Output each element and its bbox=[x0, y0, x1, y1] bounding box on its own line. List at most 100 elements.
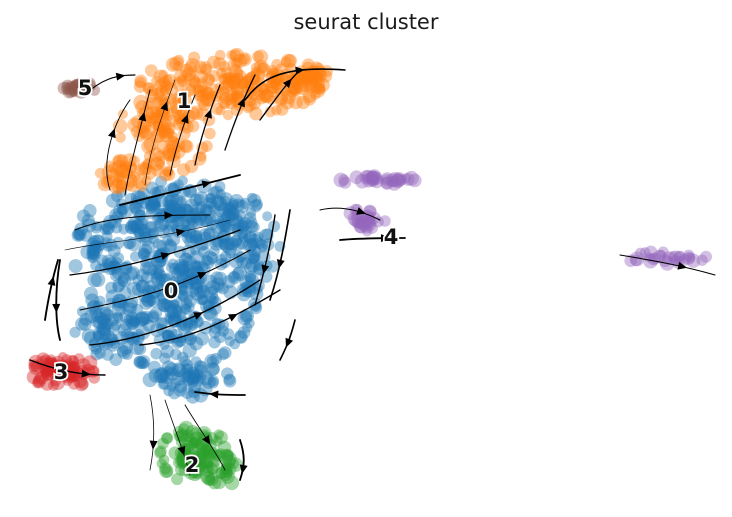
point-cloud bbox=[26, 47, 712, 491]
cell-point-cluster-0 bbox=[245, 273, 256, 284]
cell-point-cluster-0 bbox=[235, 236, 249, 250]
cell-point-cluster-2 bbox=[176, 453, 191, 467]
cell-point-cluster-1 bbox=[281, 89, 296, 105]
cell-point-cluster-3 bbox=[33, 374, 46, 387]
cell-point-cluster-1 bbox=[152, 96, 164, 108]
cell-point-cluster-0 bbox=[92, 331, 104, 342]
cell-point-cluster-0 bbox=[161, 235, 173, 247]
velocity-streamline bbox=[164, 399, 191, 476]
cell-point-cluster-0 bbox=[130, 219, 144, 233]
cell-point-cluster-0 bbox=[237, 220, 248, 231]
cell-point-cluster-4 bbox=[360, 211, 375, 226]
cell-point-cluster-1 bbox=[183, 61, 197, 76]
cell-point-cluster-1 bbox=[170, 103, 183, 115]
cell-point-cluster-0 bbox=[225, 237, 239, 251]
cell-point-cluster-1 bbox=[230, 85, 245, 100]
cell-point-cluster-0 bbox=[126, 332, 140, 346]
cell-point-cluster-0 bbox=[175, 260, 191, 275]
cell-point-cluster-4 bbox=[362, 174, 375, 188]
cell-point-cluster-1 bbox=[315, 77, 330, 93]
cell-point-cluster-0 bbox=[138, 224, 151, 237]
velocity-streamline bbox=[224, 74, 256, 151]
cell-point-cluster-1 bbox=[227, 74, 242, 90]
cell-point-cluster-1 bbox=[192, 84, 204, 95]
cell-point-cluster-2 bbox=[182, 429, 195, 442]
cell-point-cluster-0 bbox=[85, 293, 100, 308]
cell-point-cluster-4 bbox=[358, 219, 372, 232]
cell-point-cluster-1 bbox=[185, 58, 200, 73]
cell-point-cluster-1 bbox=[122, 153, 137, 168]
cell-point-cluster-0 bbox=[171, 371, 187, 386]
velocity-arrowhead bbox=[149, 440, 158, 450]
cell-point-cluster-0 bbox=[134, 229, 147, 243]
cell-point-cluster-1 bbox=[171, 107, 182, 118]
cell-point-cluster-0 bbox=[181, 232, 194, 244]
cell-point-cluster-0 bbox=[227, 211, 243, 227]
cell-point-cluster-0 bbox=[134, 312, 149, 327]
cell-point-cluster-0 bbox=[147, 196, 161, 210]
cell-point-cluster-1 bbox=[255, 93, 267, 105]
cell-point-cluster-0 bbox=[218, 220, 230, 232]
cell-point-cluster-0 bbox=[148, 360, 161, 374]
cell-point-cluster-3 bbox=[58, 359, 69, 371]
cell-point-cluster-1 bbox=[177, 163, 191, 177]
cell-point-cluster-0 bbox=[137, 248, 150, 261]
cell-point-cluster-0 bbox=[168, 386, 181, 400]
cell-point-cluster-0 bbox=[207, 375, 219, 387]
cell-point-cluster-1 bbox=[311, 71, 324, 84]
cell-point-cluster-0 bbox=[161, 360, 177, 376]
cell-point-cluster-0 bbox=[171, 214, 185, 228]
cell-point-cluster-0 bbox=[197, 238, 210, 251]
cell-point-cluster-0 bbox=[134, 219, 146, 230]
cell-point-cluster-1 bbox=[161, 108, 175, 122]
cell-point-cluster-0 bbox=[185, 372, 199, 386]
cell-point-cluster-0 bbox=[168, 219, 179, 230]
cell-point-cluster-1 bbox=[279, 84, 291, 97]
cell-point-cluster-0 bbox=[197, 211, 208, 222]
cell-point-cluster-4 bbox=[682, 249, 695, 262]
cell-point-cluster-0 bbox=[202, 250, 218, 266]
velocity-arrowhead bbox=[228, 313, 238, 322]
cell-point-cluster-0 bbox=[206, 355, 218, 367]
cell-point-cluster-0 bbox=[110, 256, 123, 269]
cell-point-cluster-1 bbox=[179, 139, 192, 153]
cell-point-cluster-0 bbox=[188, 286, 200, 298]
cell-point-cluster-1 bbox=[283, 54, 298, 68]
cell-point-cluster-1 bbox=[192, 78, 208, 94]
cell-point-cluster-3 bbox=[32, 375, 46, 389]
cell-point-cluster-0 bbox=[90, 241, 102, 253]
velocity-arrowhead bbox=[175, 228, 186, 237]
cell-point-cluster-0 bbox=[176, 196, 188, 207]
cell-point-cluster-1 bbox=[250, 62, 262, 73]
velocity-streamline bbox=[259, 69, 301, 121]
cell-point-cluster-0 bbox=[210, 219, 226, 235]
cell-point-cluster-2 bbox=[218, 467, 233, 482]
cell-point-cluster-0 bbox=[165, 217, 180, 232]
cell-point-cluster-1 bbox=[103, 174, 116, 187]
cell-point-cluster-1 bbox=[304, 81, 316, 93]
cell-point-cluster-0 bbox=[240, 310, 253, 322]
cell-point-cluster-0 bbox=[195, 282, 208, 295]
cell-point-cluster-2 bbox=[195, 446, 209, 461]
velocity-arrowhead bbox=[52, 303, 61, 313]
cell-point-cluster-0 bbox=[188, 380, 202, 394]
cell-point-cluster-0 bbox=[112, 311, 123, 322]
cell-point-cluster-1 bbox=[145, 64, 158, 77]
velocity-streamline bbox=[106, 99, 131, 191]
cell-point-cluster-1 bbox=[296, 95, 311, 110]
cell-point-cluster-0 bbox=[134, 209, 146, 221]
cell-point-cluster-1 bbox=[256, 62, 268, 73]
cell-point-cluster-2 bbox=[222, 451, 237, 466]
cell-point-cluster-0 bbox=[126, 237, 142, 252]
cell-point-cluster-0 bbox=[245, 273, 260, 288]
cell-point-cluster-2 bbox=[161, 466, 173, 478]
cell-point-cluster-1 bbox=[152, 120, 164, 132]
cell-point-cluster-5 bbox=[61, 82, 74, 95]
cell-point-cluster-1 bbox=[238, 52, 252, 67]
cell-point-cluster-0 bbox=[219, 238, 234, 253]
cell-point-cluster-2 bbox=[158, 454, 170, 466]
cell-point-cluster-1 bbox=[286, 85, 299, 98]
cell-point-cluster-1 bbox=[271, 58, 283, 70]
cell-point-cluster-0 bbox=[180, 204, 193, 216]
cell-point-cluster-2 bbox=[177, 423, 190, 436]
